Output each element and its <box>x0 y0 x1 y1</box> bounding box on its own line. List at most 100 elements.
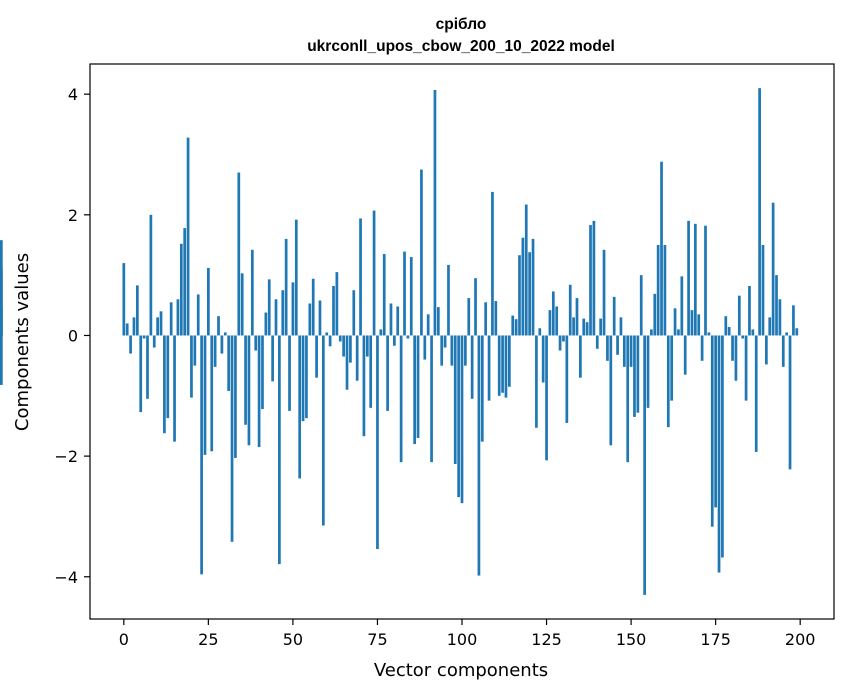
y-axis-ticks: −4 −2 0 2 4 <box>54 85 90 587</box>
bar-103 <box>470 335 474 399</box>
bar-163 <box>673 308 677 336</box>
bar-undefined <box>0 306 3 336</box>
bar-19 <box>186 137 190 336</box>
bar-154 <box>643 335 646 595</box>
x-tick-label: 0 <box>119 630 129 649</box>
bar-129 <box>558 335 562 351</box>
bar-57 <box>315 335 318 378</box>
bar-199 <box>795 328 799 336</box>
bar-5 <box>139 335 143 413</box>
bar-152 <box>636 335 640 413</box>
bar-48 <box>284 238 288 336</box>
bar-179 <box>727 327 731 336</box>
bar-188 <box>758 88 761 336</box>
bar-161 <box>666 335 670 428</box>
bar-146 <box>616 335 619 355</box>
bar-113 <box>504 335 508 398</box>
bar-24 <box>203 335 207 455</box>
x-tick-label: 175 <box>700 630 731 649</box>
bar-138 <box>589 225 592 336</box>
bar-4 <box>135 285 139 336</box>
bar-164 <box>677 329 680 336</box>
bar-33 <box>234 335 237 458</box>
bar-32 <box>230 335 234 542</box>
bar-192 <box>771 202 775 336</box>
bar-135 <box>579 335 582 378</box>
bar-134 <box>575 298 579 336</box>
bar-46 <box>278 335 281 565</box>
bar-173 <box>707 332 711 336</box>
bar-0 <box>122 263 126 336</box>
bar-175 <box>714 335 717 508</box>
bar-76 <box>379 329 383 336</box>
bar-126 <box>548 310 552 336</box>
bar-56 <box>311 278 315 336</box>
bar-30 <box>223 332 227 336</box>
bar-106 <box>480 335 484 442</box>
bar-54 <box>305 335 308 419</box>
bar-82 <box>399 335 403 463</box>
bar-132 <box>568 284 572 336</box>
bar-94 <box>440 335 444 366</box>
bar-47 <box>281 290 285 336</box>
bar-85 <box>409 257 413 336</box>
bar-128 <box>555 306 559 336</box>
bar-149 <box>626 335 630 463</box>
bar-26 <box>210 335 214 452</box>
bar-145 <box>612 296 616 336</box>
bar-55 <box>308 303 312 336</box>
bar-89 <box>423 335 427 360</box>
bar-40 <box>257 335 261 448</box>
bar-171 <box>700 335 704 361</box>
y-tick-label: 0 <box>68 326 78 345</box>
bar-72 <box>365 335 369 357</box>
bar-136 <box>582 318 586 336</box>
bar-1 <box>125 323 129 336</box>
bar-97 <box>450 335 454 366</box>
x-tick-label: 125 <box>531 630 562 649</box>
bar-182 <box>737 295 741 336</box>
bar-60 <box>325 332 329 336</box>
bar-9 <box>152 335 156 348</box>
bar-105 <box>477 335 481 576</box>
bar-69 <box>355 335 359 381</box>
bar-65 <box>342 335 345 357</box>
bar-153 <box>639 275 643 336</box>
bar-123 <box>538 328 542 336</box>
bar-81 <box>396 306 400 336</box>
bar-141 <box>599 318 603 336</box>
bar-61 <box>328 335 332 347</box>
bar-25 <box>207 267 210 336</box>
bar-67 <box>349 335 352 363</box>
bar-133 <box>572 317 575 336</box>
x-tick-label: 100 <box>447 630 478 649</box>
bar-104 <box>474 278 477 336</box>
chart-subtitle: ukrconll_upos_cbow_200_10_2022 model <box>307 38 615 55</box>
bar-168 <box>690 310 694 336</box>
bar-147 <box>619 317 623 336</box>
bar-111 <box>497 335 501 396</box>
bar-180 <box>731 335 734 361</box>
bar-28 <box>217 316 220 336</box>
bar-21 <box>193 335 197 366</box>
bar-7 <box>146 335 149 399</box>
bar-12 <box>163 335 166 434</box>
bar-66 <box>345 335 349 390</box>
bar-140 <box>595 335 599 349</box>
bar-45 <box>274 299 278 336</box>
bar-150 <box>629 335 633 367</box>
bar-31 <box>227 335 231 391</box>
bar-189 <box>761 244 765 336</box>
bar-29 <box>220 335 224 354</box>
bar-194 <box>778 299 782 336</box>
bar-36 <box>244 335 247 425</box>
bar-108 <box>487 335 491 401</box>
bar-120 <box>528 252 531 336</box>
bar-27 <box>213 335 217 367</box>
bar-151 <box>633 335 636 417</box>
bar-95 <box>443 335 447 348</box>
bar-148 <box>622 335 626 367</box>
y-axis-label: Components values <box>12 253 33 431</box>
bar-137 <box>585 322 589 336</box>
x-tick-label: 200 <box>785 630 816 649</box>
